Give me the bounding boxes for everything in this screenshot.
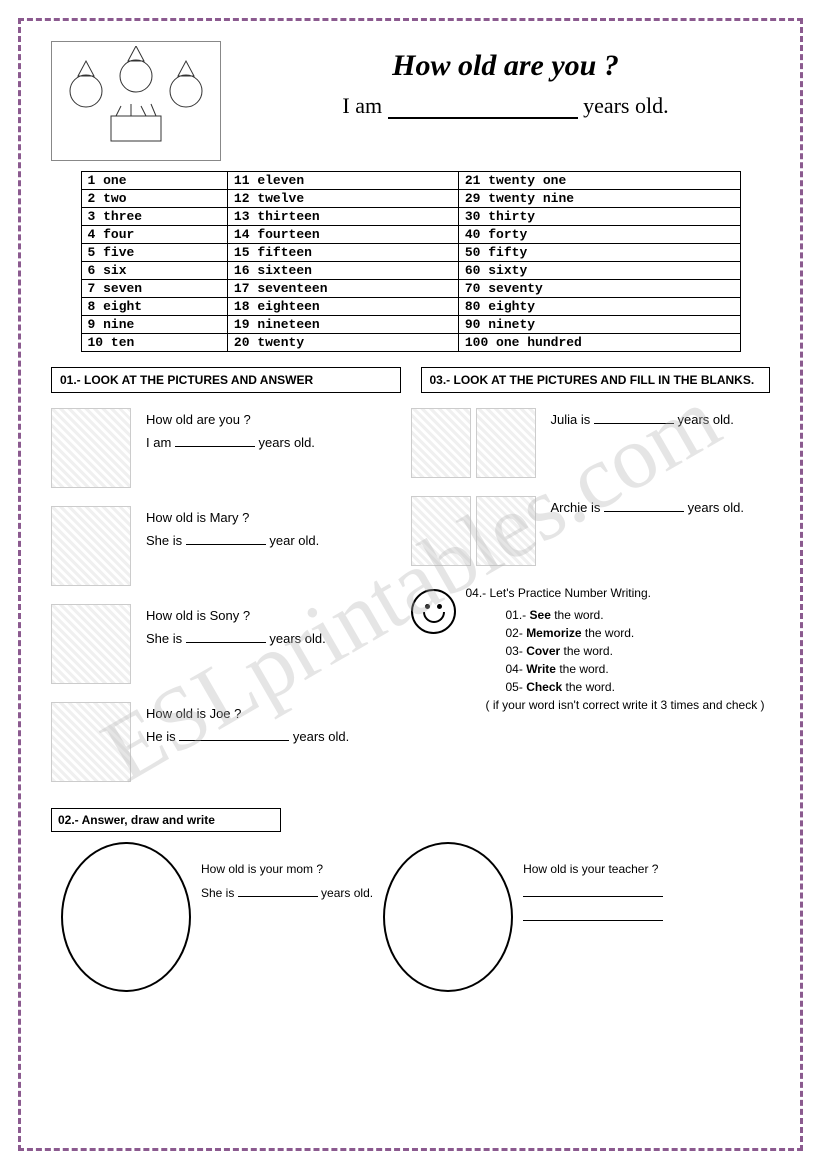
- clipart-archie-1: [411, 496, 471, 566]
- number-cell: 5 five: [81, 244, 227, 262]
- ex2-answer: She is year old.: [146, 529, 319, 552]
- number-cell: 16 sixteen: [227, 262, 458, 280]
- number-cell: 50 fifty: [458, 244, 740, 262]
- number-cell: 30 thirty: [458, 208, 740, 226]
- teacher-blank-1[interactable]: [523, 896, 663, 897]
- practice-item: 02- Memorize the word.: [506, 624, 765, 642]
- clipart-cake: [51, 506, 131, 586]
- header-image: [51, 41, 221, 161]
- ex5-blank[interactable]: [594, 423, 674, 424]
- number-cell: 19 nineteen: [227, 316, 458, 334]
- mom-blank[interactable]: [238, 896, 318, 897]
- number-cell: 80 eighty: [458, 298, 740, 316]
- subtitle: I am years old.: [241, 93, 770, 119]
- number-cell: 3 three: [81, 208, 227, 226]
- number-cell: 29 twenty nine: [458, 190, 740, 208]
- page-title: How old are you ?: [241, 49, 770, 83]
- ex2-blank[interactable]: [186, 544, 266, 545]
- ex2-question: How old is Mary ?: [146, 506, 319, 529]
- clipart-birthday-1: [51, 408, 131, 488]
- ex4-answer: He is years old.: [146, 725, 349, 748]
- ex3-question: How old is Sony ?: [146, 604, 326, 627]
- number-cell: 60 sixty: [458, 262, 740, 280]
- number-cell: 8 eight: [81, 298, 227, 316]
- number-cell: 40 forty: [458, 226, 740, 244]
- ex3-answer: She is years old.: [146, 627, 326, 650]
- number-cell: 11 eleven: [227, 172, 458, 190]
- number-cell: 15 fifteen: [227, 244, 458, 262]
- ex5-answer: Julia is years old.: [541, 408, 734, 431]
- practice-title: 04.- Let's Practice Number Writing.: [466, 584, 765, 602]
- practice-item: 03- Cover the word.: [506, 642, 765, 660]
- number-cell: 21 twenty one: [458, 172, 740, 190]
- subtitle-suffix: years old.: [583, 93, 669, 118]
- ex6-blank[interactable]: [604, 511, 684, 512]
- number-cell: 2 two: [81, 190, 227, 208]
- practice-block: 04.- Let's Practice Number Writing. 01.-…: [466, 584, 765, 714]
- number-cell: 18 eighteen: [227, 298, 458, 316]
- section-01-header: 01.- LOOK AT THE PICTURES AND ANSWER: [51, 367, 401, 393]
- teacher-blank-2[interactable]: [523, 920, 663, 921]
- section-02-header: 02.- Answer, draw and write: [51, 808, 281, 832]
- section-03-header: 03.- LOOK AT THE PICTURES AND FILL IN TH…: [421, 367, 771, 393]
- clipart-archie-2: [476, 496, 536, 566]
- practice-item: 01.- See the word.: [506, 606, 765, 624]
- practice-item: 05- Check the word.: [506, 678, 765, 696]
- ex3-blank[interactable]: [186, 642, 266, 643]
- number-cell: 6 six: [81, 262, 227, 280]
- draw-oval-mom[interactable]: [61, 842, 191, 992]
- smiley-icon: [411, 589, 456, 634]
- subtitle-prefix: I am: [342, 93, 382, 118]
- numbers-table: 1 one11 eleven21 twenty one 2 two12 twelv…: [81, 171, 741, 352]
- number-cell: 100 one hundred: [458, 334, 740, 352]
- ex1-question: How old are you ?: [146, 408, 315, 431]
- blank-age[interactable]: [388, 99, 578, 119]
- number-cell: 4 four: [81, 226, 227, 244]
- practice-item: 04- Write the word.: [506, 660, 765, 678]
- ex1-answer: I am years old.: [146, 431, 315, 454]
- page-frame: How old are you ? I am years old. 1 one1…: [18, 18, 803, 1151]
- clipart-julia-2: [476, 408, 536, 478]
- number-cell: 13 thirteen: [227, 208, 458, 226]
- clipart-number-5: [51, 604, 131, 684]
- number-cell: 7 seven: [81, 280, 227, 298]
- number-cell: 10 ten: [81, 334, 227, 352]
- number-cell: 90 ninety: [458, 316, 740, 334]
- number-cell: 12 twelve: [227, 190, 458, 208]
- bottom-mom: How old is your mom ? She is years old.: [201, 837, 373, 997]
- bottom-teacher: How old is your teacher ?: [523, 837, 663, 997]
- ex6-answer: Archie is years old.: [541, 496, 744, 519]
- number-cell: 20 twenty: [227, 334, 458, 352]
- practice-note: ( if your word isn't correct write it 3 …: [486, 696, 765, 714]
- number-cell: 1 one: [81, 172, 227, 190]
- ex4-question: How old is Joe ?: [146, 702, 349, 725]
- ex4-blank[interactable]: [179, 740, 289, 741]
- ex1-blank[interactable]: [175, 446, 255, 447]
- number-cell: 17 seventeen: [227, 280, 458, 298]
- number-cell: 9 nine: [81, 316, 227, 334]
- clipart-number-7: [51, 702, 131, 782]
- clipart-julia-1: [411, 408, 471, 478]
- draw-oval-teacher[interactable]: [383, 842, 513, 992]
- number-cell: 14 fourteen: [227, 226, 458, 244]
- number-cell: 70 seventy: [458, 280, 740, 298]
